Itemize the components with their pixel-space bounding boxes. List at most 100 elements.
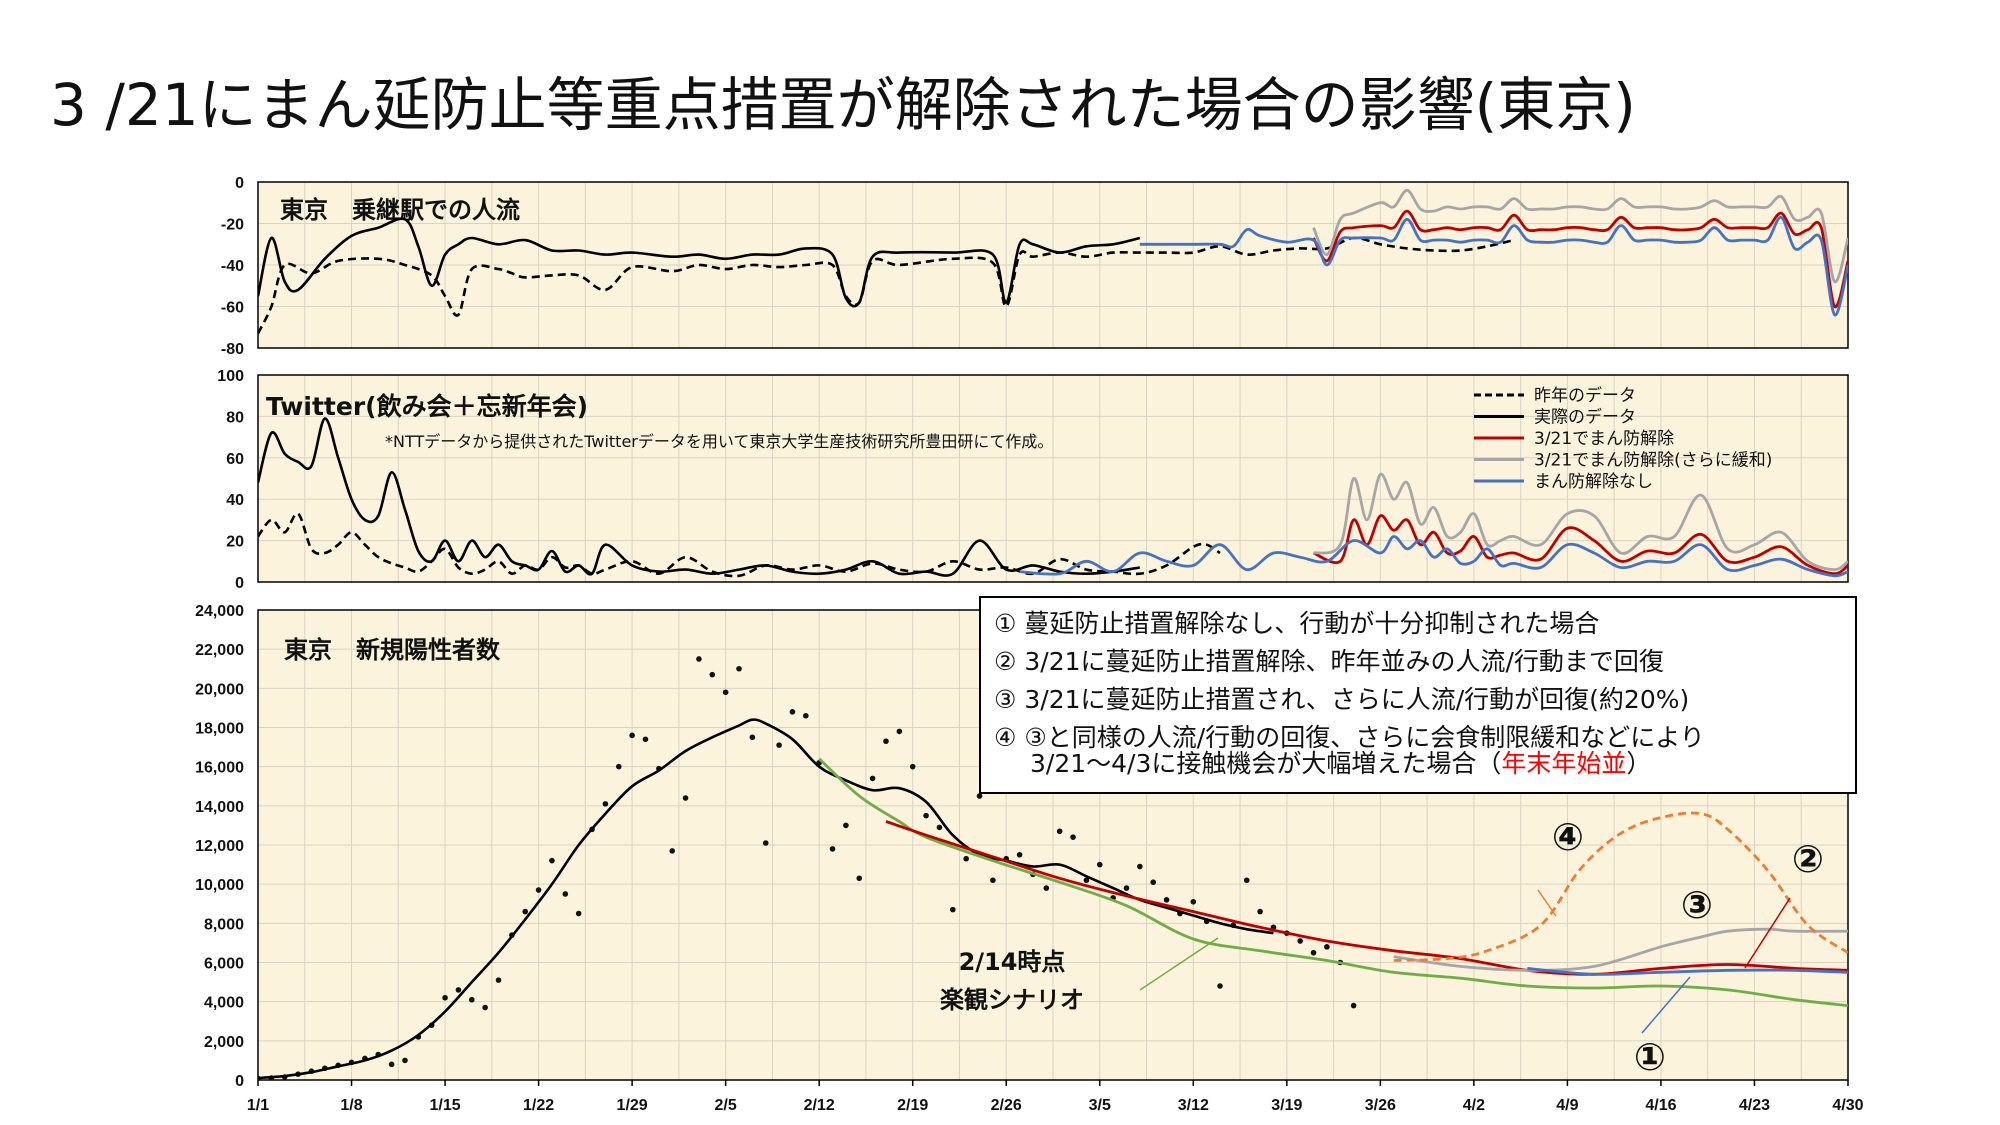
data-point bbox=[615, 763, 622, 770]
data-point bbox=[522, 908, 529, 915]
x-tick-label: 1/8 bbox=[340, 1097, 362, 1114]
scenario-line: ③ 3/21に蔓延防止措置され、さらに人流/行動が回復(約20%) bbox=[994, 685, 1689, 714]
scenario-line: ① 蔓延防止措置解除なし、行動が十分抑制された場合 bbox=[994, 609, 1599, 638]
data-point bbox=[963, 855, 969, 862]
page-title: 3 /21にまん延防止等重点措置が解除された場合の影響(東京) bbox=[50, 71, 1636, 139]
data-point bbox=[1043, 885, 1050, 891]
series-line-4 bbox=[1313, 472, 1848, 572]
scenario-box-frame bbox=[979, 596, 1857, 794]
x-tick-label: 2/5 bbox=[715, 1097, 737, 1114]
legend-label: 3/21でまん防解除 bbox=[1534, 429, 1674, 449]
data-point bbox=[455, 987, 462, 993]
chart-panel-3: 24,000 22,000 20,000 18,000 16,000 14,000 12,0… bbox=[195, 596, 1864, 1114]
y-tick-label: 8,000 bbox=[204, 916, 244, 933]
series-line-4 bbox=[1312, 188, 1848, 284]
y-tick-label: 2,000 bbox=[204, 1034, 244, 1051]
data-point bbox=[1070, 834, 1076, 840]
x-tick-label: 1/22 bbox=[523, 1097, 554, 1114]
y-tick-label: 24,000 bbox=[195, 603, 244, 620]
series-line-1 bbox=[258, 236, 1515, 335]
y-tick-label: 10,000 bbox=[195, 877, 244, 894]
data-point bbox=[990, 877, 996, 884]
data-point bbox=[696, 656, 702, 662]
data-point bbox=[1350, 1002, 1357, 1009]
scenario-box: ① 蔓延防止措置解除なし、行動が十分抑制された場合 ② 3/21に蔓延防止措置解除… bbox=[979, 596, 1857, 794]
x-tick-label: 1/1 bbox=[247, 1097, 269, 1114]
y-tick-label: 18,000 bbox=[195, 721, 244, 738]
data-point bbox=[1217, 983, 1223, 989]
data-point bbox=[869, 775, 876, 782]
x-tick-label: 3/5 bbox=[1089, 1097, 1111, 1114]
data-point bbox=[495, 977, 502, 983]
series-group bbox=[258, 417, 1848, 578]
data-point bbox=[843, 822, 849, 829]
legend-label: 実際のデータ bbox=[1534, 407, 1636, 428]
scenario-line-prefix: 3/21～4/3に接触機会が大幅増えた場合（ bbox=[1030, 749, 1501, 778]
data-point bbox=[1190, 898, 1197, 905]
y-tick-label: 60 bbox=[226, 451, 244, 468]
y-tick-label: 0 bbox=[235, 1073, 244, 1090]
data-point bbox=[1324, 944, 1330, 950]
y-tick-label: 40 bbox=[226, 492, 244, 509]
data-point bbox=[856, 875, 863, 882]
series-line-5 bbox=[1139, 215, 1848, 317]
y-tick-label: 20 bbox=[226, 534, 244, 551]
scenario-marker: ② bbox=[1792, 837, 1824, 881]
data-point bbox=[896, 728, 903, 735]
data-point bbox=[789, 709, 796, 715]
data-point bbox=[1163, 897, 1170, 903]
legend: 昨年のデータ実際のデータ3/21でまん防解除3/21でまん防解除(さらに緩和)ま… bbox=[1474, 385, 1772, 492]
y-tick-label: 16,000 bbox=[195, 760, 244, 777]
data-point bbox=[442, 994, 448, 1001]
data-point bbox=[482, 1004, 488, 1011]
data-point bbox=[923, 812, 929, 819]
series-line-3 bbox=[1312, 514, 1848, 576]
y-tick-label: -60 bbox=[221, 300, 244, 317]
data-point bbox=[736, 665, 742, 672]
data-point bbox=[535, 887, 542, 893]
data-point bbox=[402, 1057, 408, 1064]
data-point bbox=[1083, 877, 1090, 884]
scenario-label: 2/14時点 bbox=[959, 948, 1066, 976]
x-tick-label: 3/19 bbox=[1271, 1097, 1302, 1114]
data-point bbox=[629, 732, 635, 739]
scenario-marker: ④ bbox=[1552, 815, 1584, 859]
scenario-line: ② 3/21に蔓延防止措置解除、昨年並みの人流/行動まで回復 bbox=[994, 647, 1664, 676]
data-point bbox=[388, 1061, 395, 1068]
x-tick-label: 2/26 bbox=[991, 1097, 1022, 1114]
data-point bbox=[642, 736, 649, 743]
chart-panel-2: 100 80 60 40 20 0 Twitter(飲み会＋忘新年会) *NTTデータから提供… bbox=[217, 368, 1849, 592]
data-point bbox=[682, 795, 689, 801]
y-tick-label: 4,000 bbox=[204, 995, 244, 1012]
data-point bbox=[829, 846, 836, 852]
legend-label: まん防解除なし bbox=[1534, 472, 1653, 492]
data-point bbox=[776, 742, 782, 748]
y-tick-label: -20 bbox=[221, 217, 244, 234]
y-tick-label: 22,000 bbox=[195, 642, 244, 659]
x-tick-label: 4/2 bbox=[1463, 1097, 1485, 1114]
data-point bbox=[1243, 877, 1250, 884]
data-point bbox=[1056, 828, 1063, 835]
panel-note: *NTTデータから提供されたTwitterデータを用いて東京大学生産技術研究所豊… bbox=[385, 432, 1053, 451]
y-tick-label: -80 bbox=[221, 341, 244, 358]
legend-label: 昨年のデータ bbox=[1534, 385, 1636, 406]
data-point bbox=[1297, 938, 1303, 944]
scenario-highlight: 年末年始並 bbox=[1501, 749, 1626, 778]
data-point bbox=[468, 996, 475, 1003]
series-group bbox=[258, 656, 1848, 1080]
series-line-3 bbox=[885, 820, 1848, 976]
data-point bbox=[1257, 908, 1263, 915]
scenario-line: ④ ③と同様の人流/行動の回復、さらに会食制限緩和などにより bbox=[994, 723, 1705, 752]
data-point bbox=[976, 793, 983, 799]
data-point bbox=[762, 840, 769, 846]
data-point bbox=[936, 824, 943, 831]
x-tick-label: 4/23 bbox=[1739, 1097, 1770, 1114]
x-tick-label: 4/30 bbox=[1832, 1097, 1863, 1114]
scenario-marker: ① bbox=[1634, 1035, 1666, 1079]
marker-pointer bbox=[1537, 889, 1557, 917]
x-tick-label: 4/9 bbox=[1556, 1097, 1578, 1114]
marker-pointer bbox=[1641, 976, 1691, 1034]
data-point bbox=[669, 848, 676, 854]
x-tick-label: 1/29 bbox=[617, 1097, 648, 1114]
